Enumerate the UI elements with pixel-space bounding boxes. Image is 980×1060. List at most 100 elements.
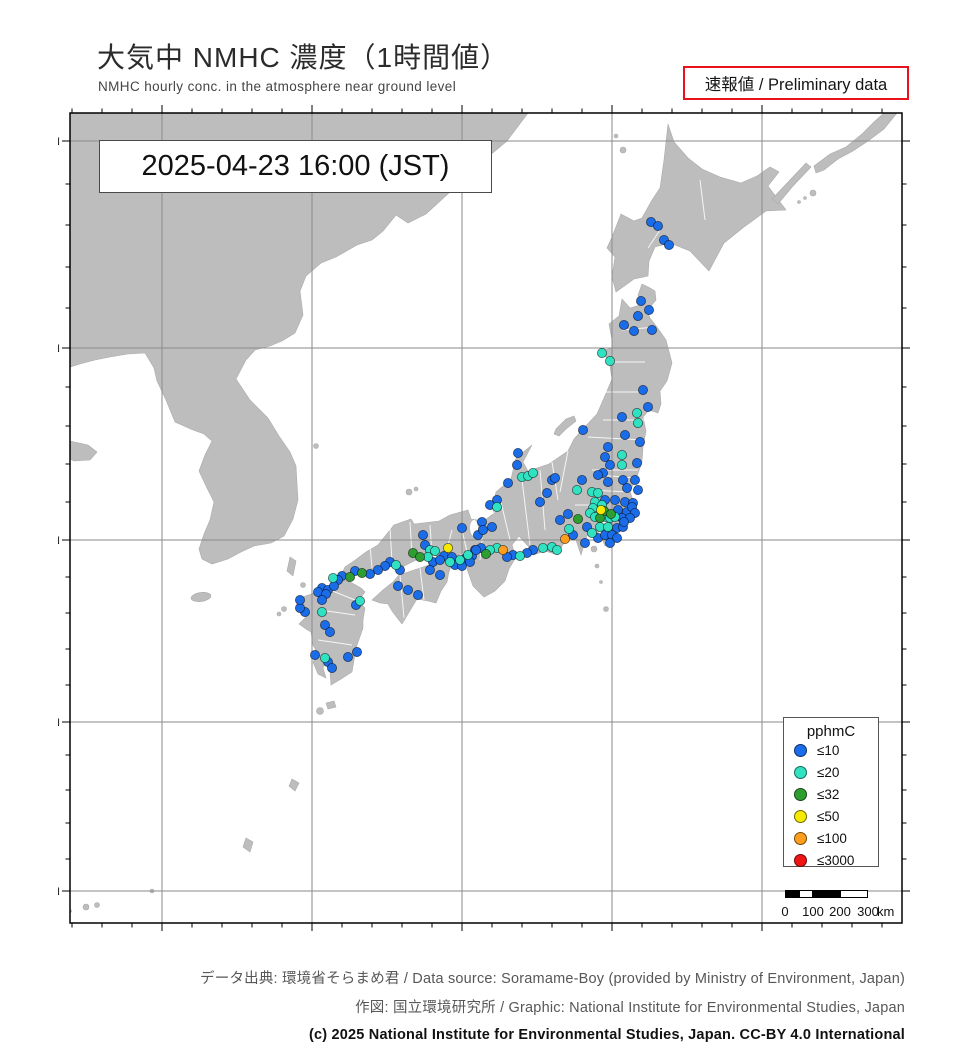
station-point: [538, 543, 549, 554]
station-point: [630, 474, 641, 485]
map-frame-border: [69, 112, 903, 924]
station-point: [550, 472, 561, 483]
station-point: [600, 451, 611, 462]
station-point: [528, 467, 539, 478]
station-point: [535, 496, 546, 507]
station-point: [442, 543, 453, 554]
tsushima-island: [286, 556, 297, 577]
station-point: [629, 325, 640, 336]
legend-color-dot: [794, 788, 807, 801]
station-point: [342, 652, 353, 663]
rishiri-island: [619, 146, 627, 154]
legend-entry: ≤3000: [784, 850, 878, 872]
izu-island-3: [599, 580, 603, 584]
izu-island-2: [594, 563, 600, 569]
legend-entry-label: ≤100: [817, 831, 847, 846]
rebun-island: [613, 133, 619, 139]
station-point: [512, 459, 523, 470]
station-point: [632, 457, 643, 468]
legend-entry: ≤10: [784, 740, 878, 762]
station-point: [633, 417, 644, 428]
station-point: [555, 515, 566, 526]
station-point: [456, 523, 467, 534]
legend-entry: ≤20: [784, 762, 878, 784]
habomai-islet: [797, 200, 801, 204]
latitude-label: 40°N: [58, 343, 60, 355]
station-point: [593, 487, 604, 498]
izu-oshima-island: [590, 545, 598, 553]
station-point: [593, 469, 604, 480]
station-point: [577, 474, 588, 485]
scale-bar-tick-label: 0: [781, 904, 789, 919]
station-point: [573, 514, 584, 525]
station-point: [638, 384, 649, 395]
station-point: [563, 508, 574, 519]
axis-labels: 45°N40°N35°N30°N25°N125°E130°E135°E140°E…: [58, 136, 60, 898]
legend-entry-label: ≤3000: [817, 853, 855, 868]
station-point: [392, 581, 403, 592]
latitude-label: 35°N: [58, 535, 60, 547]
station-point: [412, 590, 423, 601]
station-points-layer: [294, 216, 675, 674]
jeju-island: [190, 592, 212, 602]
station-point: [480, 549, 491, 560]
legend-entry-label: ≤50: [817, 809, 840, 824]
station-point: [515, 551, 526, 562]
station-point: [618, 474, 629, 485]
station-point: [620, 429, 631, 440]
station-point: [477, 525, 488, 536]
latitude-label: 25°N: [58, 886, 60, 898]
station-point: [636, 295, 647, 306]
station-point: [605, 355, 616, 366]
kunashir-island: [771, 162, 812, 205]
station-point: [390, 560, 401, 571]
station-point: [497, 545, 508, 556]
station-point: [597, 347, 608, 358]
station-point: [572, 484, 583, 495]
station-point: [633, 310, 644, 321]
goto-island-2: [276, 611, 282, 617]
station-point: [356, 568, 367, 579]
habomai-islet-2: [803, 196, 807, 200]
legend-entry: ≤32: [784, 784, 878, 806]
shikotan-island: [809, 189, 817, 197]
station-point: [633, 484, 644, 495]
station-point: [619, 319, 630, 330]
preliminary-data-badge: 速報値 / Preliminary data: [683, 66, 909, 100]
station-point: [605, 538, 616, 549]
station-point: [617, 411, 628, 422]
legend-title: pphmC: [806, 723, 856, 740]
legend-entry-label: ≤20: [817, 765, 840, 780]
station-point: [402, 585, 413, 596]
station-point: [612, 533, 623, 544]
legend-color-dot: [794, 810, 807, 823]
station-point: [454, 555, 465, 566]
scale-bar-tick-label: 100: [802, 904, 824, 919]
timestamp-box: 2025-04-23 16:00 (JST): [99, 140, 492, 193]
page-subtitle: NMHC hourly conc. in the atmosphere near…: [98, 79, 457, 94]
preliminary-data-label: 速報値 / Preliminary data: [704, 76, 888, 94]
legend-color-dot: [794, 854, 807, 867]
station-point: [606, 508, 617, 519]
station-point: [486, 522, 497, 533]
station-point: [444, 557, 455, 568]
station-point: [502, 477, 513, 488]
footer-copyright: (c) 2025 National Institute for Environm…: [308, 1027, 905, 1043]
iriomote-island: [82, 903, 90, 911]
station-point: [560, 534, 571, 545]
station-point: [429, 546, 440, 557]
station-point: [605, 459, 616, 470]
legend-color-dot: [794, 744, 807, 757]
scale-bar-unit: km: [877, 904, 895, 919]
station-point: [470, 545, 481, 556]
legend-color-dot: [794, 832, 807, 845]
station-point: [327, 573, 338, 584]
station-point: [635, 436, 646, 447]
latitude-label: 30°N: [58, 717, 60, 729]
legend-rows: ≤10 ≤20 ≤32 ≤50 ≤100 ≤3000: [784, 740, 878, 872]
axis-ticks: [62, 105, 910, 931]
japan-map: 45°N40°N35°N30°N25°N125°E130°E135°E140°E…: [58, 105, 910, 931]
legend: pphmC ≤10 ≤20 ≤32 ≤50 ≤100 ≤3000: [783, 717, 879, 868]
station-point: [617, 459, 628, 470]
station-point: [619, 517, 630, 528]
